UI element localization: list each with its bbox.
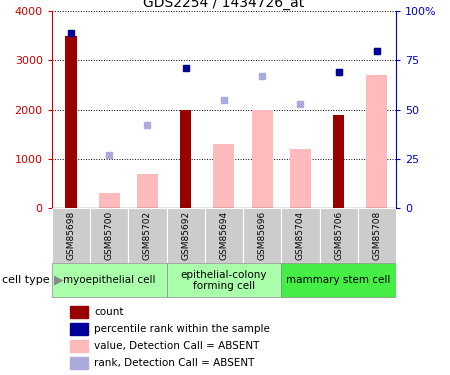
Bar (281, 263, 396, 297)
Text: value, Detection Call = ABSENT: value, Detection Call = ABSENT (94, 341, 260, 351)
Text: percentile rank within the sample: percentile rank within the sample (94, 324, 270, 334)
Text: count: count (94, 307, 124, 316)
Text: ▶: ▶ (54, 274, 63, 287)
Bar (128, 208, 166, 262)
Bar (65, 36, 77, 208)
Text: epithelial-colony
forming cell: epithelial-colony forming cell (180, 270, 267, 291)
Text: cell type: cell type (2, 275, 49, 285)
Bar (180, 110, 191, 208)
Text: GSM85702: GSM85702 (143, 211, 152, 260)
Bar (252, 110, 273, 208)
Bar (166, 208, 205, 262)
Text: GSM85698: GSM85698 (67, 211, 76, 260)
Bar (52, 263, 166, 297)
Bar (137, 174, 158, 208)
Bar (243, 208, 281, 262)
Text: GSM85704: GSM85704 (296, 211, 305, 260)
Text: GSM85700: GSM85700 (104, 211, 113, 260)
Bar (90, 208, 128, 262)
Text: GSM85708: GSM85708 (373, 211, 382, 260)
Text: GSM85706: GSM85706 (334, 211, 343, 260)
Text: GSM85692: GSM85692 (181, 211, 190, 260)
Bar (281, 208, 320, 262)
Bar (205, 208, 243, 262)
Text: myoepithelial cell: myoepithelial cell (63, 275, 155, 285)
Text: GSM85694: GSM85694 (220, 211, 228, 260)
Bar (320, 208, 358, 262)
Text: rank, Detection Call = ABSENT: rank, Detection Call = ABSENT (94, 358, 255, 368)
Title: GDS2254 / 1434726_at: GDS2254 / 1434726_at (143, 0, 305, 10)
Bar (366, 75, 387, 208)
Text: mammary stem cell: mammary stem cell (287, 275, 391, 285)
Text: GSM85696: GSM85696 (257, 211, 266, 260)
Bar (358, 208, 396, 262)
Bar (333, 115, 344, 208)
Bar (213, 144, 234, 208)
Bar (290, 149, 311, 208)
Bar (166, 263, 281, 297)
Bar (52, 208, 90, 262)
Bar (99, 194, 120, 208)
